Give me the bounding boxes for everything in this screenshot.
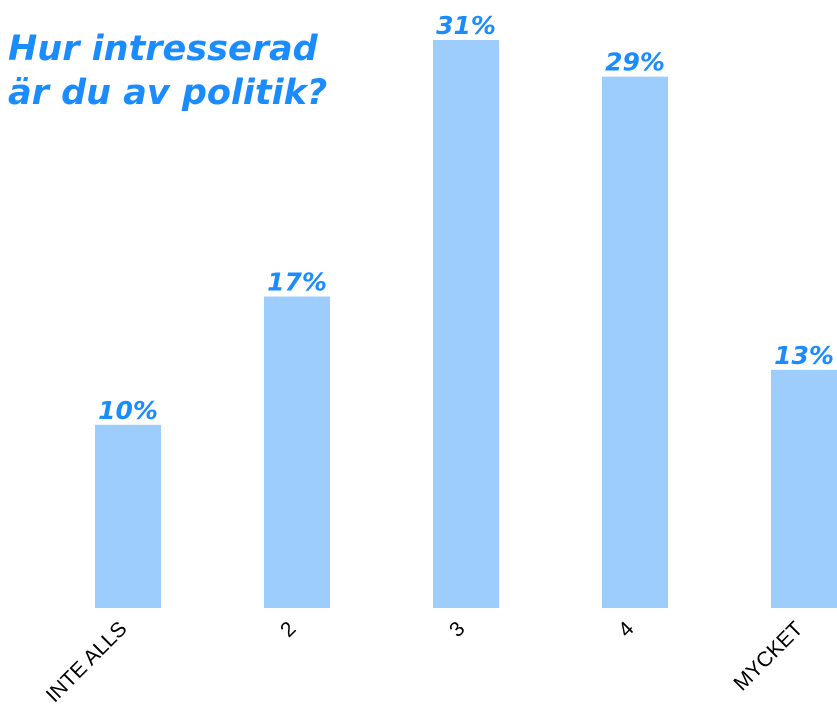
data-label-3: 31% <box>436 11 496 40</box>
x-tick-label-3: 3 <box>445 617 470 642</box>
x-tick-label-4: 4 <box>614 617 639 642</box>
bar-3 <box>433 40 499 608</box>
data-label-inte-alls: 10% <box>98 396 158 425</box>
chart-title: Hur intresserad är du av politik? <box>8 29 327 113</box>
bar-inte-alls <box>95 424 161 608</box>
data-label-2: 17% <box>267 268 327 297</box>
chart-title-line-2: är du av politik? <box>8 73 327 113</box>
bar-4 <box>602 76 668 609</box>
bar-2 <box>264 296 330 608</box>
x-tick-label-inte-alls: INTE ALLS <box>42 617 132 707</box>
data-labels-group: 10% 17% 31% 29% 13% <box>98 11 834 425</box>
x-tick-label-mycket: MYCKET <box>729 617 807 695</box>
chart-title-line-1: Hur intresserad <box>8 29 319 69</box>
x-axis-tick-labels: INTE ALLS 2 3 4 MYCKET <box>42 617 808 707</box>
x-tick-label-2: 2 <box>276 617 301 642</box>
data-label-4: 29% <box>605 48 665 77</box>
data-label-mycket: 13% <box>774 341 834 370</box>
bars-group <box>95 40 837 609</box>
bar-mycket <box>771 369 837 608</box>
